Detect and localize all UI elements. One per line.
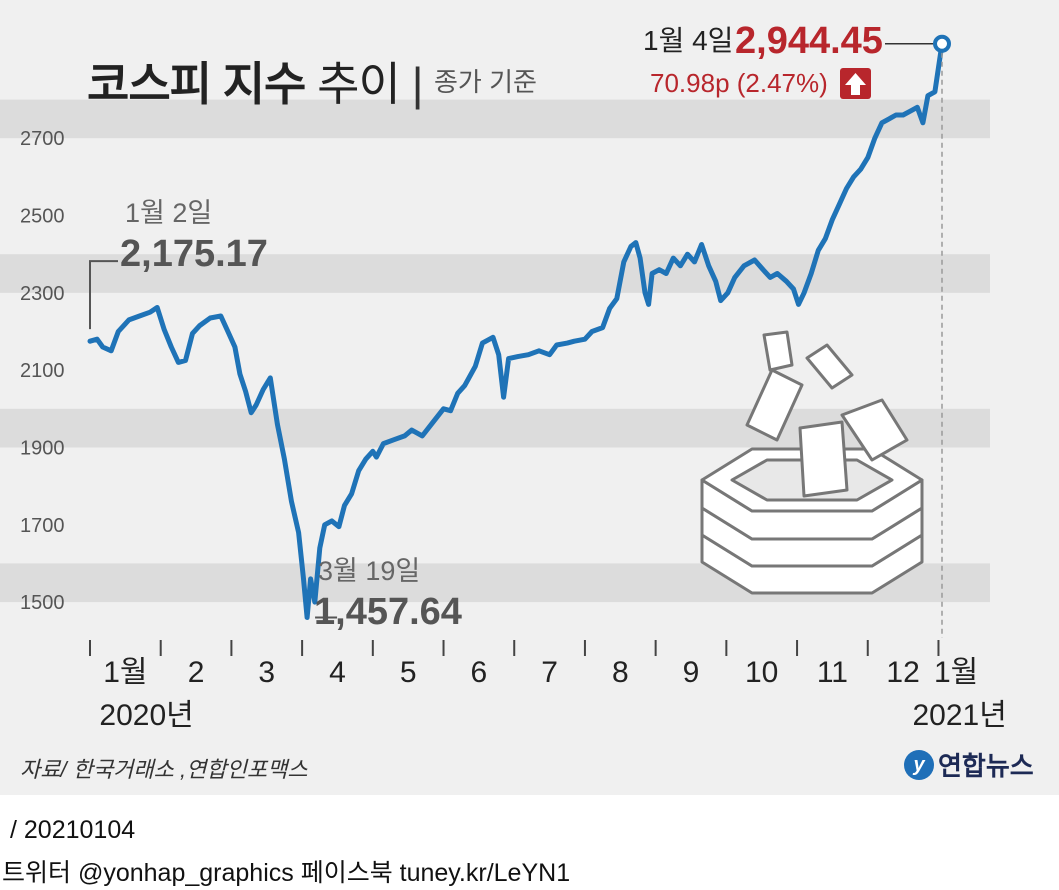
x-tick-label: 4 [329,656,346,689]
x-year-label: 2021년 [913,699,1007,732]
x-tick-label: 12 [886,656,919,689]
x-tick-label: 6 [471,656,488,689]
y-axis-ticks: 1500 1700 1900 2100 2300 2500 2700 [20,128,65,614]
y-tick-label: 1900 [20,437,65,459]
x-tick-label: 5 [400,656,417,689]
low-value-label: 1,457.64 [314,591,462,633]
x-year-label: 2020년 [99,699,193,732]
x-tick-label: 10 [745,656,778,689]
low-date-label: 3월 19일 [318,556,420,586]
end-change-label: 70.98p (2.47%) [650,68,828,98]
x-tick-label: 9 [683,656,700,689]
source-note: 자료/ 한국거래소 ,연합인포맥스 [20,757,308,782]
x-tick-label: 1월 [934,656,978,689]
ballot-paper-4 [762,330,794,372]
y-tick-label: 2300 [20,283,65,305]
x-tick-label: 11 [817,656,848,689]
y-tick-label: 1500 [20,592,65,614]
y-tick-label: 2700 [20,128,65,150]
end-value-label: 2,944.45 [735,20,883,62]
chart-subtitle: 종가 기준 [434,67,537,97]
start-date-label: 1월 2일 [125,198,212,228]
end-point-marker [933,34,951,53]
start-leader-line [89,260,118,330]
publish-date: / 20210104 [10,816,136,844]
y-tick-label: 2500 [20,206,65,228]
ballot-paper-5 [805,343,854,390]
x-axis: 1월 2 3 4 5 6 7 8 9 10 11 12 1월 2020년 2021년 [89,640,1007,732]
title-divider: | [411,58,424,110]
ballot-paper-1 [798,420,849,498]
grid-band [0,99,990,139]
annotations: 1월 2일 2,175.17 3월 19일 1,457.64 1월 4일 2,944.45… [89,20,951,638]
social-links: 트위터 @yonhap_graphics 페이스북 tuney.kr/LeYN1 [2,859,571,887]
x-tick-label: 3 [258,656,275,689]
title-light: 추이 [317,58,401,110]
yonhap-logo: y 연합뉴스 [904,746,1034,783]
ballot-paper-3 [745,368,804,442]
x-tick-label: 8 [612,656,629,689]
up-arrow-glyph [845,73,866,95]
x-tick-label: 7 [541,656,558,689]
kospi-series-line [87,41,945,620]
yonhap-logo-text: 연합뉴스 [938,751,1034,781]
y-tick-label: 2100 [20,360,65,382]
grid-band [0,254,990,293]
chart-title: 코스피 지수 추이 | [87,48,424,114]
x-tick-label: 1월 [103,656,147,689]
ballot-paper-2 [840,398,909,462]
yonhap-logo-icon: y [904,749,934,780]
y-tick-label: 1700 [20,515,65,537]
title-bold: 코스피 지수 [87,58,306,110]
ballot-box-illustration [700,330,924,595]
start-value-label: 2,175.17 [120,233,268,275]
end-date-label: 1월 4일 [643,25,733,56]
x-tick-label: 2 [188,656,205,689]
